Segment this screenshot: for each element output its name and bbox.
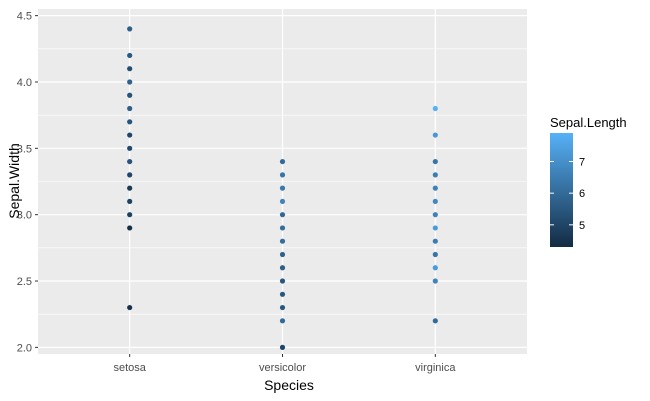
data-point (432, 105, 438, 112)
data-point (127, 119, 133, 125)
y-tick-label: 4.5 (17, 11, 32, 23)
x-tick-label: setosa (113, 362, 146, 374)
data-point (279, 172, 286, 178)
data-point (432, 225, 438, 231)
data-point (432, 158, 438, 165)
data-point (127, 145, 133, 151)
data-point (127, 132, 133, 138)
y-tick-label: 2.5 (17, 276, 32, 288)
data-point (279, 344, 286, 350)
y-tick-label: 3.5 (17, 143, 32, 155)
data-point (279, 318, 286, 324)
y-axis-ticks: 2.0 2.5 3.0 3.5 4.0 4.5 (17, 11, 38, 354)
data-point (127, 185, 133, 191)
data-point (127, 158, 133, 165)
y-tick-label: 2.0 (17, 342, 32, 354)
legend: Sepal.Length 5 6 7 (550, 115, 627, 247)
major-gridlines (38, 9, 527, 354)
legend-colorbar (550, 133, 573, 247)
data-point (279, 265, 286, 271)
data-point (279, 225, 286, 231)
data-point (432, 278, 438, 284)
legend-breaks: 5 6 7 (550, 157, 585, 232)
data-point (279, 278, 286, 284)
x-axis-ticks: setosa versicolor virginica (113, 354, 456, 374)
data-point (279, 212, 286, 218)
data-point (432, 172, 438, 178)
data-point (432, 238, 438, 244)
x-tick-label: versicolor (259, 362, 306, 374)
legend-label: 6 (579, 188, 585, 200)
data-point (127, 26, 133, 32)
y-axis-title: Sepal.Width (6, 143, 22, 218)
data-point (279, 304, 286, 311)
legend-label: 5 (579, 220, 585, 232)
data-point (127, 304, 133, 311)
data-point (432, 198, 438, 205)
legend-title: Sepal.Length (550, 115, 627, 130)
data-point (127, 52, 133, 59)
data-point (127, 225, 133, 231)
y-tick-label: 4.0 (17, 77, 32, 89)
data-point (127, 172, 133, 178)
data-point (279, 198, 286, 205)
data-point (279, 158, 286, 165)
data-point (127, 212, 133, 218)
data-point (432, 132, 438, 138)
x-axis-title: Species (264, 377, 314, 393)
data-point (432, 212, 438, 218)
data-point (127, 79, 133, 85)
data-point (127, 92, 133, 98)
data-point (432, 318, 438, 324)
data-point (279, 251, 286, 258)
data-point (127, 66, 133, 72)
x-tick-label: virginica (415, 362, 456, 374)
data-point (432, 251, 438, 258)
data-point (279, 291, 286, 297)
data-point (432, 185, 438, 191)
data-point (432, 265, 438, 271)
y-tick-label: 3.0 (17, 210, 32, 222)
data-points (127, 26, 438, 350)
legend-label: 7 (579, 157, 585, 169)
data-point (279, 185, 286, 191)
data-point (279, 238, 286, 244)
data-point (127, 198, 133, 205)
data-point (127, 105, 133, 112)
